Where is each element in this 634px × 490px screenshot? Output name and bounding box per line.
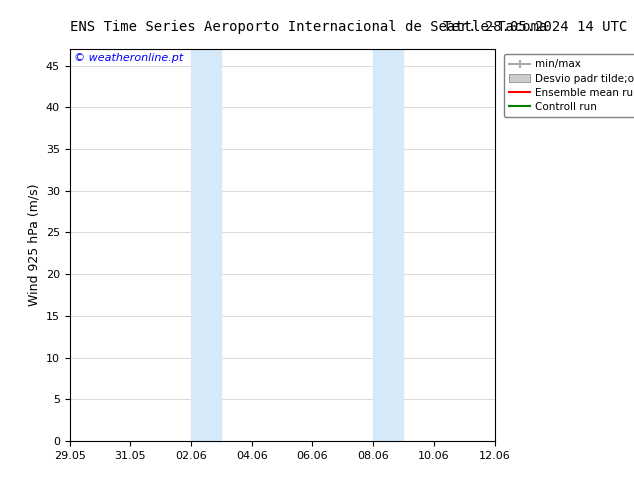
Bar [191,49,221,441]
Text: ENS Time Series Aeroporto Internacional de Seattle-Tacoma: ENS Time Series Aeroporto Internacional … [70,20,547,34]
Legend: min/max, Desvio padr tilde;o, Ensemble mean run, Controll run: min/max, Desvio padr tilde;o, Ensemble m… [504,54,634,117]
Text: Ter. 28.05.2024 14 UTC: Ter. 28.05.2024 14 UTC [443,20,628,34]
Bar [373,49,403,441]
Y-axis label: Wind 925 hPa (m/s): Wind 925 hPa (m/s) [27,184,41,306]
Text: © weatheronline.pt: © weatheronline.pt [74,53,183,63]
